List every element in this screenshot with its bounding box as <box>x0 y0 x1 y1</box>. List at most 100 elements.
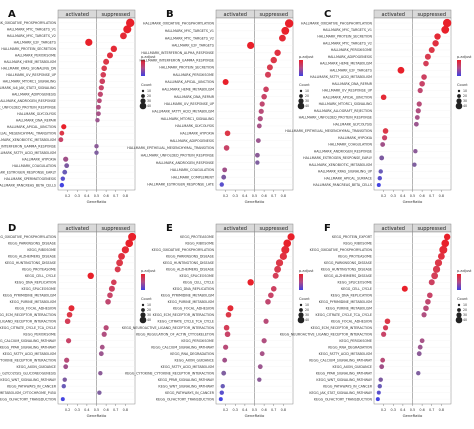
pathway-label: KEGG_GLYCOLYSIS_GLUCONEOGENESIS <box>0 371 56 375</box>
size-legend-dot <box>299 94 303 98</box>
size-legend-label: 40 <box>147 318 151 322</box>
size-legend-dot <box>299 89 303 93</box>
pathway-label: HALLMARK_APICAL_SURFACE <box>324 176 372 180</box>
x-tick-label: 0.2 <box>223 408 228 412</box>
data-point <box>259 351 265 357</box>
pathway-label: HALLMARK_ESTROGEN_RESPONSE_EARLY <box>303 156 373 160</box>
data-point <box>60 176 66 181</box>
data-point <box>401 285 408 292</box>
data-point <box>279 34 286 42</box>
data-point <box>98 351 104 357</box>
size-legend-label: 30 <box>305 99 309 103</box>
data-point <box>376 390 381 395</box>
panel-letter: C <box>324 9 331 20</box>
pathway-label: KEGG_PATHWAYS_IN_CANCER <box>7 384 57 388</box>
data-point <box>268 292 274 299</box>
data-point <box>379 364 385 370</box>
pathway-label: KEGG_PURINE_METABOLISM <box>326 306 373 310</box>
data-point <box>375 397 380 402</box>
color-legend-title: p.adjust <box>141 269 156 273</box>
size-legend-title: Count <box>299 83 310 87</box>
data-point <box>99 78 106 85</box>
data-point <box>257 116 263 122</box>
data-point <box>125 18 135 28</box>
data-point <box>100 71 107 78</box>
pathway-label: KEGG_WNT_SIGNALING_PATHWAY <box>316 378 373 382</box>
size-legend-label: 20 <box>463 308 467 312</box>
pathway-label: KEGG_PARKINSONS_DISEASE <box>324 261 372 265</box>
pathway-label: HALLMARK_KRAS_SIGNALING_DN <box>1 67 56 71</box>
pathway-label: HALLMARK_HYPOXIA <box>22 157 57 161</box>
data-point <box>413 149 418 154</box>
data-point <box>219 390 224 395</box>
data-point <box>247 41 255 50</box>
color-legend-bar <box>141 274 145 290</box>
x-tick-label: 0.8 <box>281 408 286 412</box>
x-axis-label: GeneRatio <box>87 199 107 204</box>
pathway-label: HALLMARK_DNA_REPAIR <box>174 95 215 99</box>
data-point <box>59 130 65 136</box>
data-point <box>439 245 448 254</box>
size-legend-dot <box>297 102 305 110</box>
x-tick-label: 0.5 <box>410 408 415 412</box>
x-tick-label: 0.3 <box>233 408 238 412</box>
pathway-label: KEGG_PEROXISOME <box>23 332 56 336</box>
pathway-label: HALLMARK_GLYCOLYSIS <box>17 112 56 116</box>
data-point <box>274 49 281 56</box>
pathway-label: HALLMARK_ALLOGRAFT_REJECTION <box>314 109 373 113</box>
data-point <box>98 85 104 91</box>
x-tick-label: 0.6 <box>103 194 108 198</box>
data-point <box>412 162 417 167</box>
data-point <box>62 377 67 382</box>
data-point <box>222 79 229 86</box>
data-point <box>116 259 123 267</box>
data-point <box>59 182 65 188</box>
pathway-label: KEGG_AXON_GUIDANCE <box>332 365 372 369</box>
facet-strip-label: suppressed <box>259 12 288 18</box>
pathway-label: HALLMARK_MTORC1_SIGNALING <box>161 117 215 121</box>
x-tick-label: 0.3 <box>391 194 396 198</box>
data-point <box>107 292 113 299</box>
data-point <box>114 266 121 273</box>
data-point <box>415 108 421 114</box>
pathway-label: HALLMARK_E2F_TARGETS <box>14 41 56 45</box>
data-point <box>266 64 273 71</box>
data-point <box>416 101 422 107</box>
pathway-label: HALLMARK_E2F_TARGETS <box>330 68 372 72</box>
data-point <box>381 135 388 141</box>
facet-strip-label: activated <box>66 226 89 232</box>
data-point <box>380 142 386 147</box>
pathway-label: HALLMARK_FATTY_ACID_METABOLISM <box>0 151 56 155</box>
pathway-label: HALLMARK_PANCREAS_BETA_CELLS <box>313 183 372 187</box>
data-point <box>261 93 267 100</box>
pathway-label: KEGG_HUNTINGTONS_DISEASE <box>163 261 214 265</box>
pathway-label: KEGG_PROTEASOME <box>180 235 214 239</box>
pathway-label: KEGG_DNA_REPLICATION <box>173 287 215 291</box>
pathway-label: HALLMARK_ESTROGEN_RESPONSE_EARLY <box>0 170 57 174</box>
x-axis-label: GeneRatio <box>403 413 423 418</box>
pathway-label: HALLMARK_GLYCOLYSIS <box>175 124 214 128</box>
data-point <box>85 38 93 46</box>
data-point <box>270 56 277 64</box>
pathway-label: HALLMARK_EPITHELIAL_MESENCHYMAL_TRANSITI… <box>0 131 57 135</box>
data-point <box>287 233 295 241</box>
data-point <box>247 279 254 286</box>
data-point <box>58 137 64 143</box>
pathway-label: HALLMARK_ANDROGEN_RESPONSE <box>0 99 56 103</box>
data-point <box>103 58 110 65</box>
data-point <box>380 357 386 363</box>
data-point <box>257 364 263 370</box>
x-tick-label: 0.3 <box>391 408 396 412</box>
pathway-label: HALLMARK_ADIPOGENESIS <box>12 92 56 96</box>
data-point <box>381 331 387 337</box>
data-point <box>97 390 102 395</box>
data-point <box>224 331 231 338</box>
color-legend-title: p.adjust <box>457 55 472 59</box>
pathway-label: KEGG_PATHWAYS_IN_CANCER <box>165 391 215 395</box>
pathway-label: HALLMARK_SPERMATOGENESIS <box>4 177 56 181</box>
pathway-label: HALLMARK_UV_RESPONSE_UP <box>6 73 56 77</box>
facet-panel <box>96 231 136 405</box>
pathway-label: KEGG_RIBOSOME <box>185 242 214 246</box>
data-point <box>64 318 71 325</box>
